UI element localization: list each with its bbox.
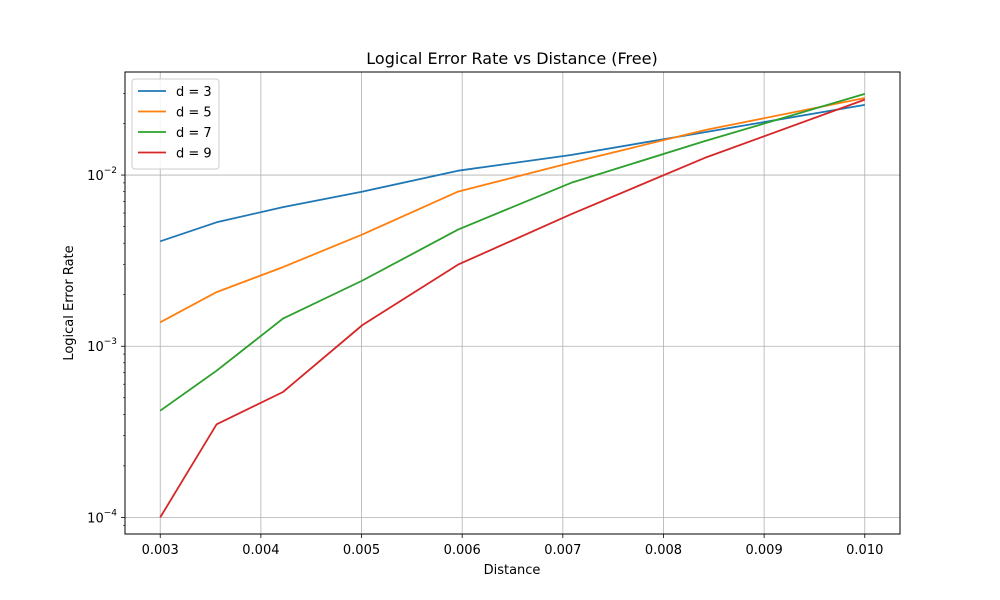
x-tick-label: 0.003	[142, 543, 179, 558]
x-axis-label: Distance	[484, 563, 541, 578]
y-axis: 10−4 10−3 10−2	[87, 93, 125, 526]
y-tick-label: 10−3	[87, 337, 117, 355]
series-lines	[159, 93, 866, 518]
legend: d = 3 d = 5 d = 7 d = 9	[131, 78, 220, 170]
legend-label: d = 3	[176, 85, 212, 100]
y-axis-label: Logical Error Rate	[62, 245, 77, 360]
x-tick-label: 0.009	[746, 543, 783, 558]
legend-label: d = 7	[176, 126, 212, 141]
legend-box	[131, 78, 220, 170]
x-tick-label: 0.008	[645, 543, 682, 558]
x-tick-label: 0.005	[343, 543, 380, 558]
x-tick-label: 0.004	[242, 543, 279, 558]
chart-title: Logical Error Rate vs Distance (Free)	[366, 49, 657, 68]
y-tick-label: 10−2	[87, 166, 117, 184]
x-tick-label: 0.006	[444, 543, 481, 558]
legend-label: d = 9	[176, 147, 212, 162]
series-line-d5	[159, 97, 865, 324]
x-tick-label: 0.010	[846, 543, 883, 558]
plot-frame	[124, 71, 901, 535]
y-tick-label: 10−4	[87, 508, 117, 526]
x-tick-label: 0.007	[544, 543, 581, 558]
grid-lines	[125, 72, 900, 534]
series-line-d9	[159, 98, 866, 518]
x-axis: 0.003 0.004 0.005 0.006 0.007 0.008 0.009 0.010	[142, 534, 883, 558]
series-line-d7	[159, 93, 866, 412]
legend-label: d = 5	[176, 106, 212, 121]
